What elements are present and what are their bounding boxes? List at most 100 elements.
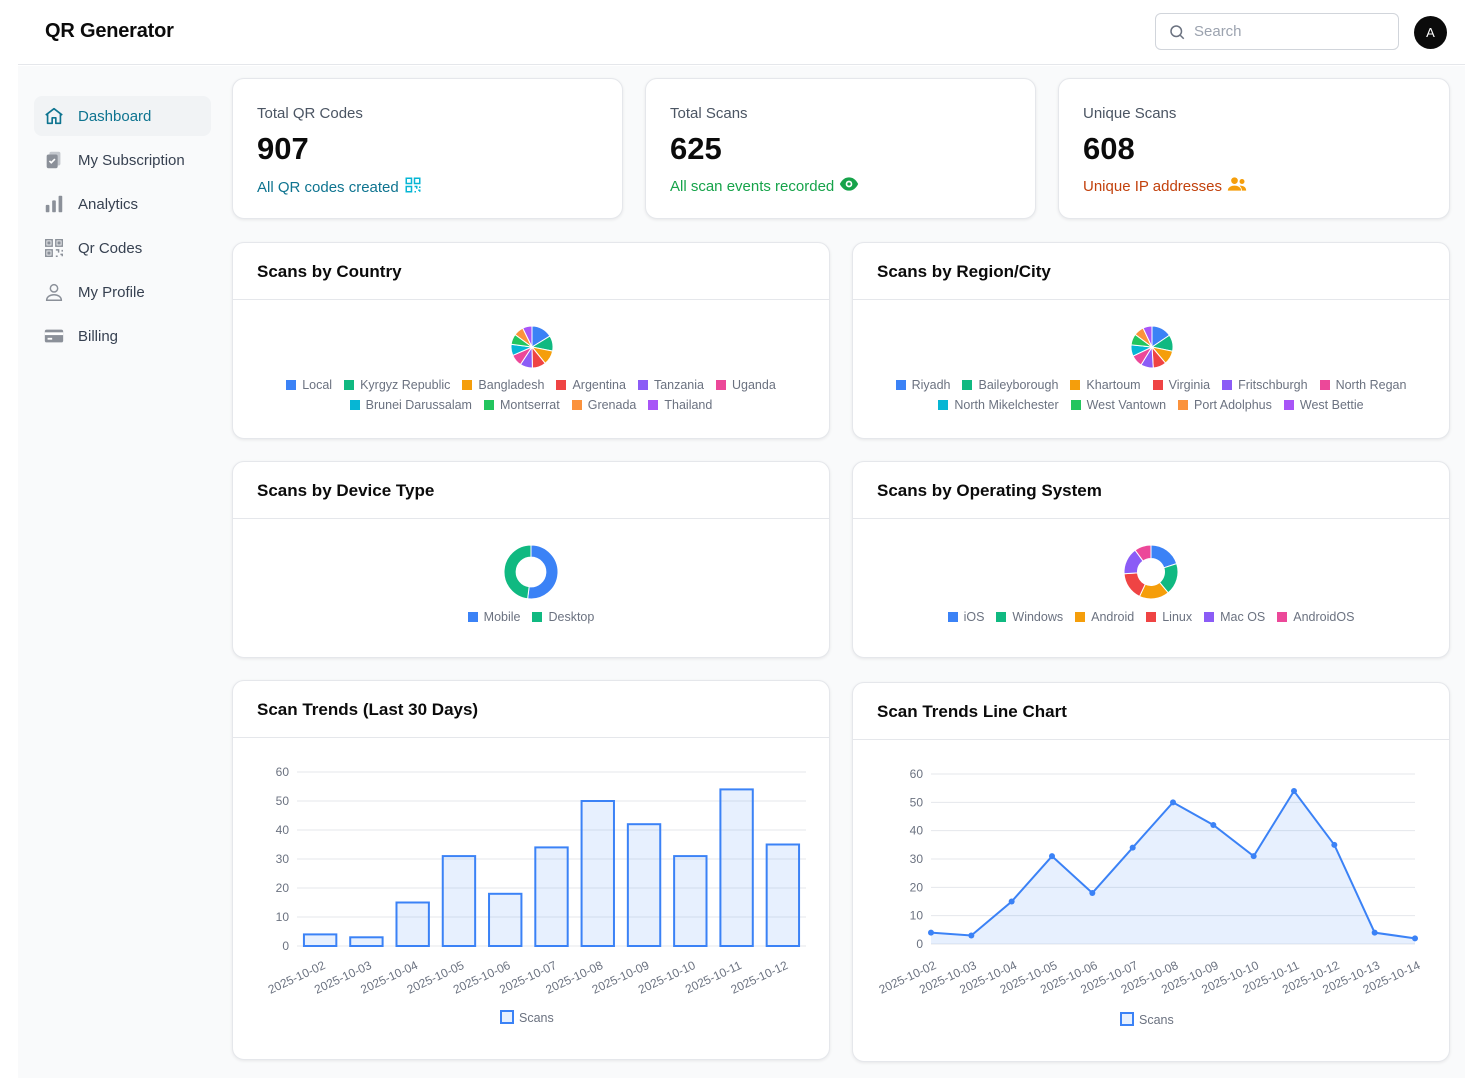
point-2025-10-07[interactable]: [1129, 844, 1136, 851]
chart-card-trend-line: Scan Trends Line Chart 0 10 20 30 40 50 60 2025…: [852, 682, 1450, 1062]
sidebar-item-my-profile[interactable]: My Profile: [34, 272, 211, 312]
point-2025-10-10[interactable]: [1250, 853, 1257, 860]
point-2025-10-12[interactable]: [1331, 841, 1338, 848]
stat-value: 907: [257, 131, 309, 166]
y-tick-label: 50: [276, 794, 290, 808]
point-2025-10-03[interactable]: [968, 932, 975, 939]
legend-label: Port Adolphus: [1194, 398, 1272, 412]
legend: iOS Windows Android Linux Mac OS AndroidOS: [853, 610, 1449, 624]
legend-label: West Vantown: [1086, 398, 1167, 412]
legend-label: Mac OS: [1220, 610, 1266, 624]
legend-item-mobile[interactable]: Mobile: [467, 610, 521, 624]
sidebar-item-dashboard[interactable]: Dashboard: [34, 96, 211, 136]
search-input[interactable]: [1194, 23, 1384, 40]
legend-item-baileyborough[interactable]: Baileyborough: [962, 378, 1058, 392]
chart-card-trend-bar: Scan Trends (Last 30 Days) 0 10 20 30 40 50 60…: [232, 680, 830, 1060]
legend-item-argentina[interactable]: Argentina: [556, 378, 626, 392]
legend-item-android[interactable]: Android: [1075, 610, 1134, 624]
point-2025-10-14[interactable]: [1412, 935, 1418, 942]
sidebar-item-analytics[interactable]: Analytics: [34, 184, 211, 224]
slice-androidos[interactable]: [1134, 544, 1152, 562]
bar-2025-10-10[interactable]: [673, 855, 708, 947]
slice-thailand[interactable]: [522, 325, 533, 348]
legend-item-north-mikelchester[interactable]: North Mikelchester: [938, 398, 1059, 412]
legend-item-local[interactable]: Local: [286, 378, 332, 392]
chart-card-os: Scans by Operating System iOS Windows Andr…: [852, 461, 1450, 658]
bar-2025-10-07[interactable]: [534, 846, 569, 947]
point-2025-10-08[interactable]: [1170, 799, 1176, 806]
point-2025-10-04[interactable]: [1008, 898, 1015, 905]
point-2025-10-06[interactable]: [1089, 890, 1096, 896]
legend-item-ios[interactable]: iOS: [947, 610, 984, 624]
legend-item-thailand[interactable]: Thailand: [648, 398, 712, 412]
legend-item-androidos[interactable]: AndroidOS: [1277, 610, 1354, 624]
legend-swatch: [1070, 380, 1081, 390]
legend-item-grenada[interactable]: Grenada: [571, 398, 637, 412]
y-tick-label: 20: [910, 880, 924, 894]
legend-label[interactable]: Scans: [1139, 1013, 1174, 1027]
point-2025-10-05[interactable]: [1049, 853, 1055, 860]
avatar[interactable]: A: [1414, 16, 1447, 49]
bar-2025-10-12[interactable]: [765, 843, 801, 947]
divider: [233, 299, 829, 300]
legend-item-mac-os[interactable]: Mac OS: [1204, 610, 1265, 624]
stat-value: 608: [1083, 131, 1135, 166]
bar-chart-icon: [43, 193, 65, 215]
sidebar-item-qr-codes[interactable]: Qr Codes: [34, 228, 211, 268]
legend-item-west-bettie[interactable]: West Bettie: [1283, 398, 1364, 412]
legend-swatch: [1277, 612, 1288, 622]
bar-2025-10-02[interactable]: [302, 933, 338, 947]
legend: Local Kyrgyz Republic Bangladesh Argentina T…: [233, 378, 829, 412]
bar-2025-10-08[interactable]: [580, 800, 615, 947]
legend-item-khartoum[interactable]: Khartoum: [1070, 378, 1141, 392]
slice-west-bettie[interactable]: [1142, 325, 1153, 348]
legend-label: Brunei Darussalam: [365, 398, 472, 412]
chart-card-region: Scans by Region/City Riyadh Baileyborough…: [852, 242, 1450, 439]
legend-label: Mobile: [483, 610, 521, 624]
legend-swatch: [571, 400, 582, 410]
legend-item-montserrat[interactable]: Montserrat: [483, 398, 560, 412]
legend-swatch: [938, 400, 949, 410]
sidebar-item-my-subscription[interactable]: My Subscription: [34, 140, 211, 180]
bar-2025-10-06[interactable]: [488, 892, 523, 948]
slice-desktop[interactable]: [503, 544, 532, 600]
legend-swatch: [1222, 380, 1233, 390]
legend-swatch: [895, 380, 906, 390]
bar-2025-10-04[interactable]: [395, 901, 430, 947]
legend-item-port-adolphus[interactable]: Port Adolphus: [1178, 398, 1272, 412]
legend-label: Riyadh: [911, 378, 951, 392]
legend-item-linux[interactable]: Linux: [1146, 610, 1192, 624]
legend-label: Grenada: [587, 398, 637, 412]
point-2025-10-02[interactable]: [928, 929, 934, 936]
top-bar: QR Generator A: [18, 0, 1465, 65]
bar-2025-10-03[interactable]: [349, 936, 384, 948]
point-2025-10-11[interactable]: [1291, 788, 1297, 794]
legend-item-kyrgyz-republic[interactable]: Kyrgyz Republic: [344, 378, 450, 392]
legend-item-brunei-darussalam[interactable]: Brunei Darussalam: [349, 398, 472, 412]
legend-swatch: [947, 612, 958, 622]
bar-2025-10-05[interactable]: [441, 855, 477, 947]
search-box[interactable]: [1155, 13, 1399, 50]
slice-mobile[interactable]: [527, 544, 559, 600]
legend-item-west-vantown[interactable]: West Vantown: [1070, 398, 1167, 412]
stat-subtext-label: Unique IP addresses: [1083, 177, 1222, 195]
legend-item-tanzania[interactable]: Tanzania: [637, 378, 704, 392]
legend-item-fritschburgh[interactable]: Fritschburgh: [1222, 378, 1308, 392]
y-tick-label: 0: [282, 939, 289, 953]
legend-item-desktop[interactable]: Desktop: [532, 610, 594, 624]
legend-item-uganda[interactable]: Uganda: [716, 378, 776, 392]
legend-swatch: [1152, 380, 1163, 390]
bar-2025-10-09[interactable]: [626, 823, 662, 947]
legend-item-north-regan[interactable]: North Regan: [1319, 378, 1406, 392]
legend-label[interactable]: Scans: [519, 1011, 554, 1025]
legend-item-bangladesh[interactable]: Bangladesh: [462, 378, 544, 392]
legend-item-virginia[interactable]: Virginia: [1152, 378, 1210, 392]
legend-swatch: [1146, 612, 1157, 622]
legend-item-windows[interactable]: Windows: [996, 610, 1063, 624]
sidebar-item-billing[interactable]: Billing: [34, 316, 211, 356]
point-2025-10-13[interactable]: [1371, 929, 1378, 936]
point-2025-10-09[interactable]: [1210, 822, 1217, 828]
legend-item-riyadh[interactable]: Riyadh: [895, 378, 951, 392]
legend-swatch: [1070, 400, 1081, 410]
bar-2025-10-11[interactable]: [719, 788, 754, 948]
